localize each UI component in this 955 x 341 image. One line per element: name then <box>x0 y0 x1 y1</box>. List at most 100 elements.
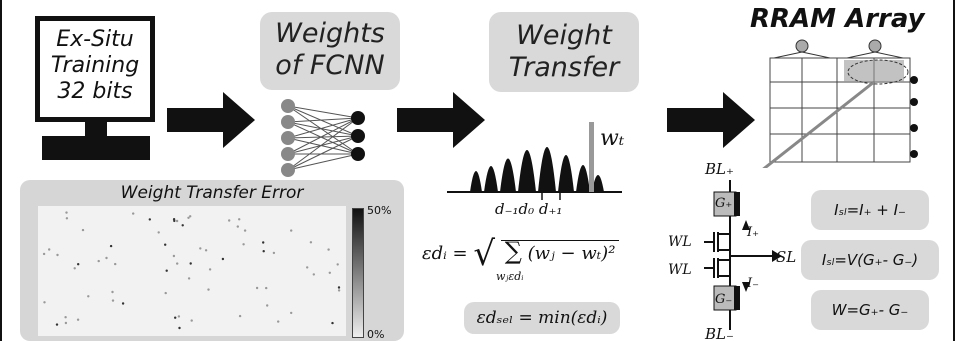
heatmap-dot <box>277 320 280 323</box>
isl-sum-box: Iₛₗ=I₊ + I₋ <box>811 190 929 230</box>
heatmap-dot <box>187 277 191 280</box>
colorbar-max: 50% <box>367 204 392 217</box>
heatmap-dot <box>65 211 68 214</box>
wl-top-label: WL <box>668 234 692 250</box>
heatmap-dot <box>164 291 167 295</box>
g-minus-label: G₋ <box>715 292 733 307</box>
colorbar <box>352 208 364 338</box>
transfer-line-2: Transfer <box>508 52 620 83</box>
heatmap-dot <box>172 218 176 221</box>
heatmap-dot <box>238 218 241 221</box>
heatmap-dot <box>327 248 330 251</box>
heatmap-dot <box>242 243 245 246</box>
heatmap-dot <box>77 263 80 266</box>
heatmap-dot <box>262 241 265 244</box>
error-panel: Weight Transfer Error 50% 0% <box>20 180 404 341</box>
heatmap-dot <box>290 311 293 315</box>
heatmap-dot <box>243 229 247 232</box>
heatmap-dot <box>199 247 202 250</box>
transfer-line-1: Weight <box>516 20 612 51</box>
eps-lhs: εdᵢ = <box>422 243 468 264</box>
heatmap-dot <box>265 286 268 290</box>
heatmap-dot <box>111 290 114 294</box>
heatmap-dot <box>175 219 179 223</box>
w-box: W=G₊- G₋ <box>811 290 929 330</box>
heatmap-dot <box>164 243 167 246</box>
weights-fcnn-box: Weights of FCNN <box>260 12 400 90</box>
d-labels: d₋₁d₀ d₊₁ <box>495 200 563 218</box>
heatmap-dot <box>238 314 242 318</box>
heatmap-dot <box>190 319 193 322</box>
heatmap-dot <box>178 326 181 330</box>
weight-distribution-plot <box>447 122 622 200</box>
colorbar-min: 0% <box>367 328 385 341</box>
bl-plus-label: BL₊ <box>705 160 734 178</box>
arrow-3-icon <box>667 92 755 148</box>
heatmap-dot <box>121 302 125 305</box>
heatmap-dot <box>64 316 67 319</box>
cell-schematic <box>704 180 782 330</box>
heatmap-dot <box>266 304 269 307</box>
heatmap-dot <box>65 217 69 220</box>
heatmap-dot <box>174 316 177 319</box>
heatmap-dot <box>336 263 339 266</box>
heatmap-dot <box>76 318 80 321</box>
heatmap-dot <box>290 229 293 232</box>
heatmap-dot <box>111 299 115 302</box>
heatmap-dot <box>306 266 309 269</box>
heatmap-dot <box>309 241 313 244</box>
heatmap-dot <box>337 286 341 289</box>
heatmap-dot <box>176 262 179 265</box>
heatmap-dot <box>337 289 341 292</box>
heatmap-dot <box>148 218 151 221</box>
sum-subscript: wⱼεdᵢ <box>496 270 524 283</box>
weight-transfer-box: Weight Transfer <box>489 12 639 92</box>
wl-bottom-label: WL <box>668 262 692 278</box>
heatmap-dot <box>331 321 334 325</box>
monitor-screen: Ex-Situ Training 32 bits <box>35 16 155 122</box>
heatmap-dot <box>221 257 225 261</box>
bl-minus-label: BL₋ <box>705 325 734 341</box>
heatmap-dot <box>64 321 68 325</box>
weights-line-1: Weights <box>275 18 385 49</box>
weights-line-2: of FCNN <box>275 50 385 81</box>
monitor-line-2: Training <box>50 53 140 78</box>
heatmap-dot <box>105 256 108 260</box>
heatmap-dot <box>97 259 100 263</box>
heatmap-dot <box>312 273 315 276</box>
heatmap-dot <box>208 268 212 271</box>
rram-title: RRAM Array <box>750 4 925 34</box>
isl-v-box: Iₛₗ=V(G₊- G₋) <box>801 240 939 280</box>
error-heatmap <box>38 206 346 336</box>
heatmap-dot <box>81 228 85 232</box>
arrow-2-icon <box>397 92 485 148</box>
heatmap-dot <box>48 248 51 251</box>
heatmap-dot <box>187 216 190 219</box>
heatmap-dot <box>189 262 192 265</box>
fcnn-graph <box>281 99 365 177</box>
heatmap-dot <box>272 251 276 255</box>
heatmap-dot <box>181 224 184 227</box>
i-minus-label: I₋ <box>747 276 759 291</box>
g-plus-label: G₊ <box>715 196 733 211</box>
heatmap-dot <box>73 267 76 270</box>
heatmap-dot <box>255 286 259 290</box>
error-heatmap-dots <box>42 211 341 330</box>
wt-label: wₜ <box>600 126 625 151</box>
rram-array-grid <box>762 39 918 168</box>
arrow-1-icon <box>167 92 255 148</box>
heatmap-dot <box>189 215 192 218</box>
monitor-line-1: Ex-Situ <box>56 27 134 52</box>
heatmap-dot <box>109 244 113 248</box>
heatmap-dot <box>204 249 208 252</box>
heatmap-dot <box>328 271 331 274</box>
heatmap-dot <box>132 212 135 215</box>
heatmap-dot <box>228 219 231 222</box>
error-panel-title: Weight Transfer Error <box>120 183 304 203</box>
eps-rhs: (wⱼ − wₜ)² <box>527 243 616 264</box>
heatmap-dot <box>56 253 59 257</box>
heatmap-dot <box>157 231 160 234</box>
heatmap-dot <box>177 315 181 318</box>
heatmap-dot <box>262 250 265 253</box>
